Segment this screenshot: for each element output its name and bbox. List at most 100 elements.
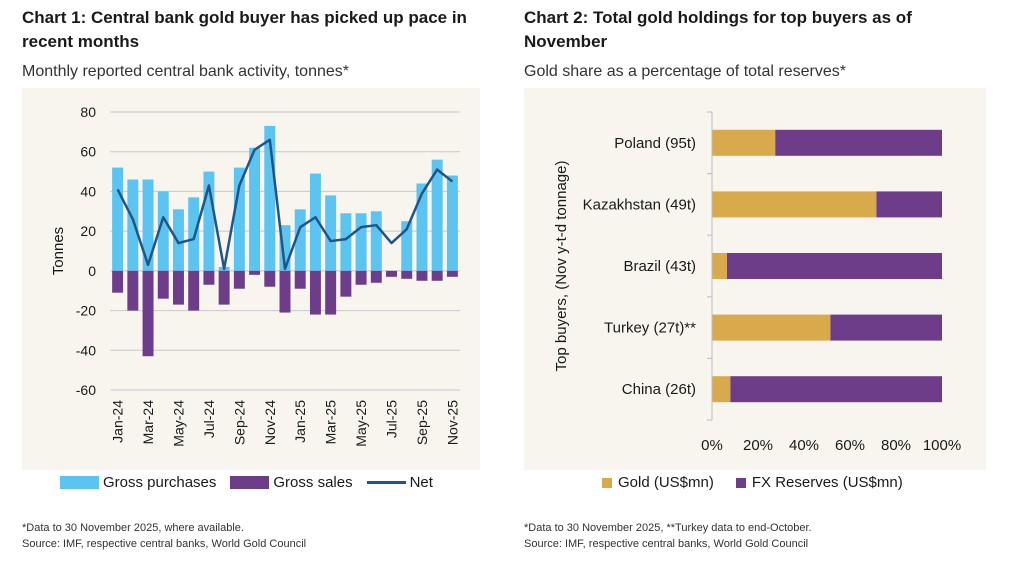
y-tick-label: -60 — [76, 382, 96, 398]
chart1-footnote: *Data to 30 November 2025, where availab… — [22, 520, 306, 552]
chart1-title: Chart 1: Central bank gold buyer has pic… — [22, 8, 467, 51]
line-net — [116, 138, 454, 271]
bar-fx-reserves — [830, 314, 942, 341]
bar-gross-sales — [340, 270, 352, 297]
x-tick-label: Jul-24 — [201, 400, 217, 438]
legend-swatch-gold — [602, 477, 612, 488]
bar-gross-sales — [188, 270, 200, 311]
bar-gross-purchases — [401, 221, 413, 271]
chart2-legend: Gold (US$mn) FX Reserves (US$mn) — [602, 474, 903, 491]
chart1-subtitle: Monthly reported central bank activity, … — [22, 63, 349, 80]
bar-gross-purchases — [309, 173, 321, 271]
legend-swatch-net — [366, 481, 406, 484]
bar-gross-purchases — [431, 159, 443, 271]
bar-gross-sales — [173, 270, 184, 305]
chart2-ylabel: Top buyers, (Nov y-t-d tonnage) — [553, 161, 570, 372]
bar-gross-sales — [355, 270, 367, 285]
x-tick-label: 80% — [881, 437, 911, 454]
chart1-footnote-line-2: Source: IMF, respective central banks, W… — [22, 538, 307, 550]
y-tick-label: -20 — [76, 303, 96, 319]
bar-gross-sales — [249, 270, 261, 275]
bar-gross-purchases — [325, 195, 337, 271]
chart2-panel: Chart 2: Total gold holdings for top buy… — [516, 0, 1033, 561]
bar-fx-reserves — [730, 376, 942, 403]
x-tick-label: May-25 — [353, 400, 369, 447]
chart2-footnote-line-1: *Data to 30 November 2025, **Turkey data… — [524, 522, 812, 534]
x-tick-label: Jan-24 — [110, 400, 126, 443]
bar-gross-purchases — [294, 209, 306, 271]
bar-gross-sales — [218, 270, 230, 305]
legend-label-gold: Gold (US$mn) — [618, 474, 714, 491]
bar-gross-sales — [416, 270, 428, 281]
bar-gold — [712, 191, 877, 218]
bar-gross-purchases — [173, 209, 184, 271]
x-tick-label: Mar-24 — [140, 400, 156, 445]
bar-gross-purchases — [279, 225, 291, 271]
y-tick-label: 0 — [88, 263, 96, 279]
legend-label-gross-purchases: Gross purchases — [103, 474, 217, 491]
bar-gross-sales — [294, 270, 306, 289]
chart2-footnote-line-2: Source: IMF, respective central banks, W… — [524, 538, 809, 550]
x-tick-label: Sep-25 — [414, 400, 430, 445]
bar-gross-purchases — [157, 191, 169, 271]
bar-fx-reserves — [876, 191, 942, 218]
bar-gross-purchases — [127, 179, 139, 271]
bar-gross-purchases — [340, 213, 352, 271]
bar-gold — [712, 376, 731, 403]
y-tick-label: 40 — [80, 183, 96, 199]
category-label: Kazakhstan (49t) — [583, 196, 696, 213]
bar-gross-sales — [203, 270, 215, 285]
bar-gross-sales — [309, 270, 321, 315]
x-tick-label: 100% — [923, 437, 961, 454]
x-tick-label: May-24 — [170, 400, 186, 447]
legend-swatch-gross-sales — [230, 476, 270, 489]
bar-gross-sales — [279, 270, 291, 313]
y-tick-label: 60 — [80, 144, 96, 160]
bar-gross-purchases — [112, 167, 124, 271]
category-label: China (26t) — [622, 381, 696, 398]
bar-gross-sales — [446, 270, 458, 277]
x-tick-label: Jul-25 — [384, 400, 400, 438]
x-tick-label: 60% — [835, 437, 865, 454]
bar-fx-reserves — [726, 253, 942, 279]
chart1-ylabel: Tonnes — [50, 227, 67, 275]
x-tick-label: Mar-25 — [323, 400, 339, 445]
legend-label-gross-sales: Gross sales — [273, 474, 353, 491]
x-tick-label: 40% — [789, 437, 819, 454]
bar-gross-purchases — [142, 179, 154, 271]
bar-gross-sales — [142, 270, 154, 357]
bar-gross-sales — [370, 270, 382, 283]
bar-gross-sales — [157, 270, 169, 299]
legend-label-net: Net — [409, 474, 433, 491]
chart1-plot: 80 60 40 20 0 -20 -40 -60 Jan-24 Mar-24 May-24 Jul… — [22, 88, 480, 470]
category-label: Brazil (43t) — [623, 258, 696, 275]
legend-swatch-gross-purchases — [60, 476, 99, 489]
category-label: Poland (95t) — [614, 135, 696, 152]
bar-gross-purchases — [446, 175, 458, 271]
x-tick-label: 20% — [743, 437, 773, 454]
x-tick-label: Sep-24 — [231, 400, 247, 445]
bar-gross-purchases — [188, 197, 200, 271]
bar-gross-sales — [233, 270, 245, 289]
bar-gross-purchases — [264, 125, 276, 271]
category-label: Turkey (27t)** — [604, 320, 696, 337]
bar-gross-sales — [431, 270, 443, 281]
legend-swatch-fx-reserves — [735, 477, 746, 488]
bar-gross-sales — [386, 270, 397, 277]
bar-gross-purchases — [355, 213, 367, 271]
x-tick-label: Jan-25 — [292, 400, 308, 443]
bar-gold — [712, 314, 831, 341]
chart1-legend: Gross purchases Gross sales Net — [60, 474, 433, 491]
bar-gross-purchases — [416, 183, 428, 271]
bar-gross-purchases — [233, 167, 245, 271]
bar-gross-sales — [127, 270, 139, 311]
chart2-footnote: *Data to 30 November 2025, **Turkey data… — [524, 520, 812, 552]
bar-gold — [712, 129, 776, 156]
bar-gross-sales — [264, 270, 276, 287]
y-tick-label: 20 — [80, 223, 96, 239]
bar-gross-purchases — [370, 211, 382, 271]
x-tick-label: 0% — [701, 437, 723, 454]
x-tick-label: Nov-25 — [444, 400, 460, 445]
bar-gold — [712, 253, 727, 279]
chart2-subtitle: Gold share as a percentage of total rese… — [524, 63, 846, 80]
